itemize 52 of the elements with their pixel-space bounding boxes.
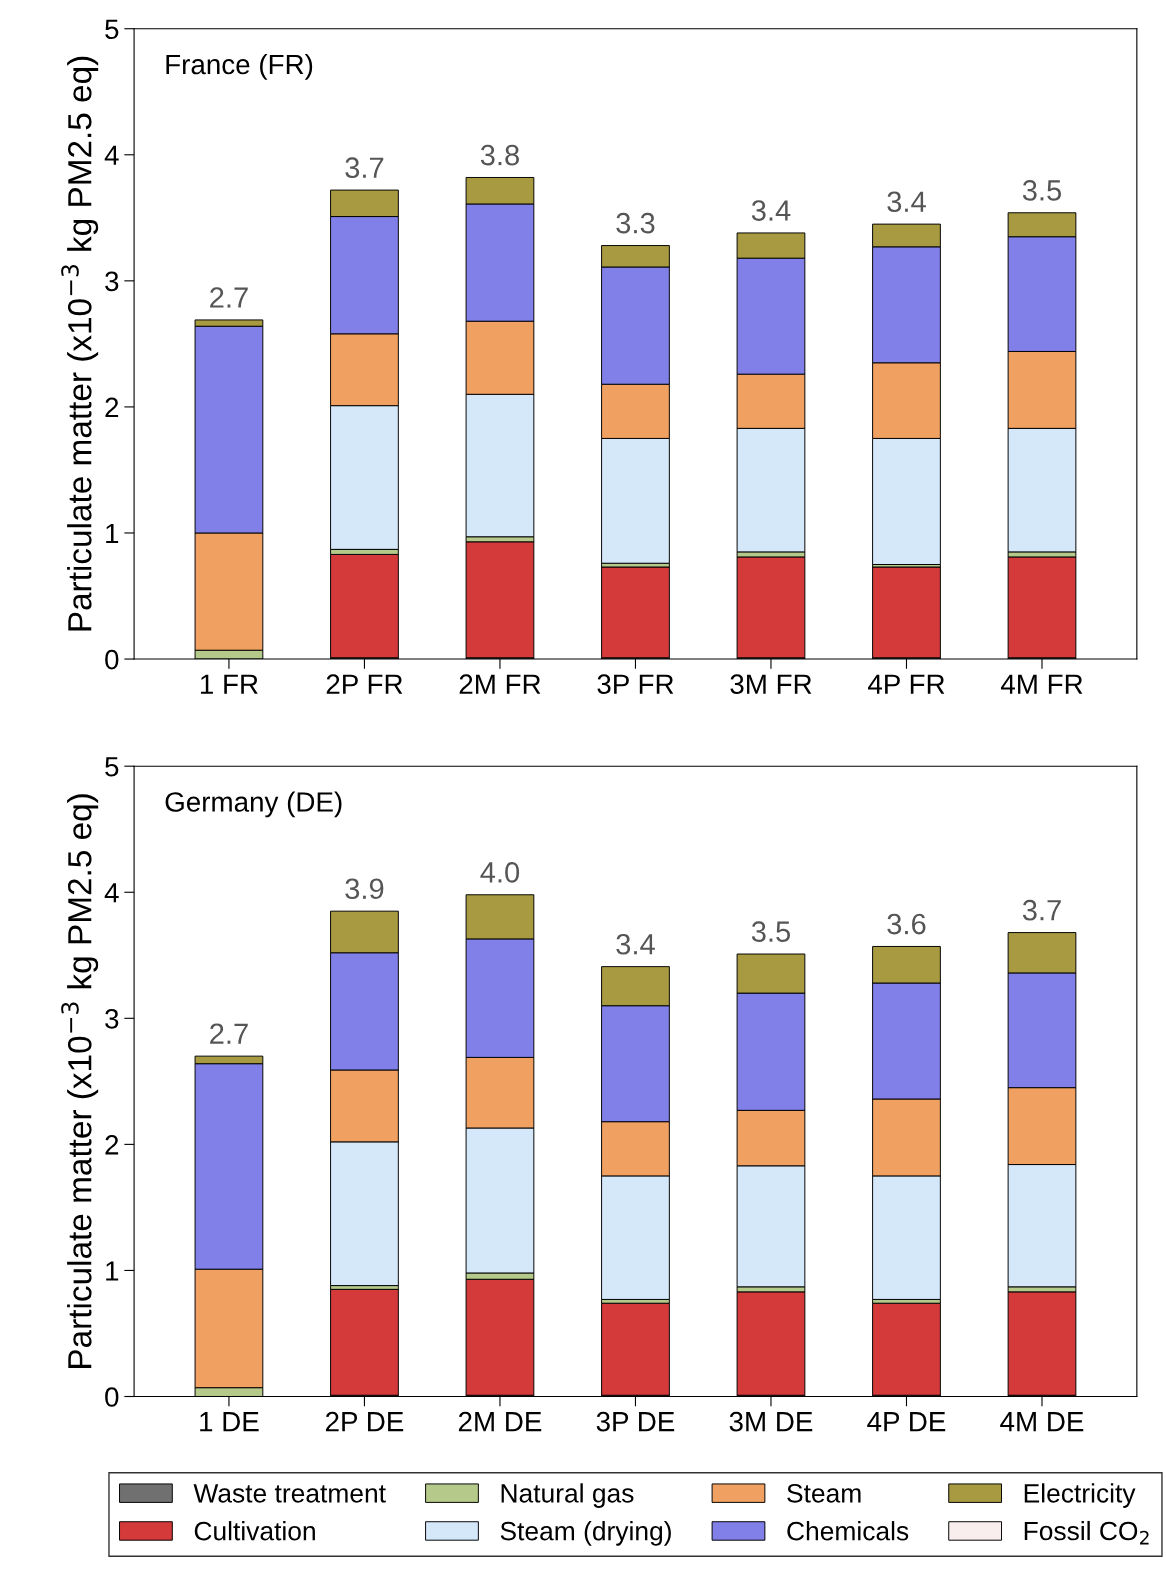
total-label: 3.9 bbox=[345, 878, 384, 900]
annotation: France (FR) bbox=[166, 53, 313, 80]
legend-label: Cultivation bbox=[194, 1521, 315, 1541]
x-tick-label: 4M FR bbox=[1000, 674, 1083, 694]
y-tick-label: 2 bbox=[105, 397, 119, 417]
total-label: 3.3 bbox=[616, 212, 655, 234]
legend-label: Natural gas bbox=[501, 1483, 634, 1508]
y-tick-label: 0 bbox=[105, 1387, 119, 1407]
x-tick-label: 3M FR bbox=[730, 674, 812, 695]
y-tick-label: 4 bbox=[104, 883, 119, 903]
legend-label: Chemicals bbox=[787, 1521, 909, 1541]
x-tick-label: 3P FR bbox=[597, 674, 674, 695]
total-label: 3.4 bbox=[751, 200, 791, 221]
y-tick-label: 1 bbox=[106, 523, 119, 544]
legend-label: Steam bbox=[787, 1483, 861, 1503]
annotation: Germany (DE) bbox=[165, 791, 342, 818]
total-label: 2.7 bbox=[210, 287, 248, 308]
legend-label: Steam (drying) bbox=[500, 1521, 671, 1546]
x-tick-label: 3P DE bbox=[596, 1411, 675, 1432]
x-tick-label: 4P DE bbox=[867, 1412, 946, 1432]
y-tick-label: 2 bbox=[105, 1135, 119, 1155]
total-label: 3.8 bbox=[480, 144, 519, 166]
total-label: 3.4 bbox=[887, 191, 926, 213]
y-axis-title: Particulate matter (x10$^{−3}$ kg PM2.5 eq) bbox=[61, 56, 99, 631]
x-tick-label: 2P DE bbox=[325, 1411, 404, 1432]
x-tick-label: 3M DE bbox=[729, 1411, 813, 1432]
y-tick-label: 5 bbox=[105, 19, 119, 40]
total-label: 2.7 bbox=[210, 1023, 248, 1044]
legend-label: Fossil CO$_{2}$ bbox=[1024, 1520, 1149, 1545]
y-tick-label: 1 bbox=[106, 1261, 119, 1281]
total-label: 3.4 bbox=[616, 933, 655, 955]
x-tick-label: 1 DE bbox=[200, 1412, 259, 1432]
y-tick-label: 3 bbox=[105, 1008, 119, 1029]
total-label: 3.5 bbox=[1022, 180, 1062, 201]
x-tick-label: 2P FR bbox=[326, 674, 403, 694]
total-label: 3.7 bbox=[1022, 899, 1061, 921]
y-axis-title: Particulate matter (x10$^{−3}$ kg PM2.5 eq) bbox=[61, 794, 99, 1368]
y-tick-label: 0 bbox=[105, 649, 119, 670]
total-label: 3.5 bbox=[751, 921, 791, 942]
legend-label: Electricity bbox=[1024, 1483, 1136, 1508]
x-tick-label: 2M DE bbox=[458, 1411, 542, 1432]
x-tick-label: 4P FR bbox=[868, 674, 945, 694]
y-tick-label: 4 bbox=[104, 145, 119, 165]
x-tick-label: 2M FR bbox=[459, 674, 541, 694]
x-tick-label: 4M DE bbox=[1000, 1412, 1084, 1432]
legend-label: Waste treatment bbox=[193, 1484, 386, 1503]
total-label: 3.7 bbox=[345, 157, 384, 179]
total-label: 3.6 bbox=[887, 913, 926, 935]
x-tick-label: 1 FR bbox=[200, 674, 258, 694]
total-label: 4.0 bbox=[480, 862, 520, 883]
y-tick-label: 3 bbox=[105, 271, 119, 292]
y-tick-label: 5 bbox=[105, 757, 119, 777]
